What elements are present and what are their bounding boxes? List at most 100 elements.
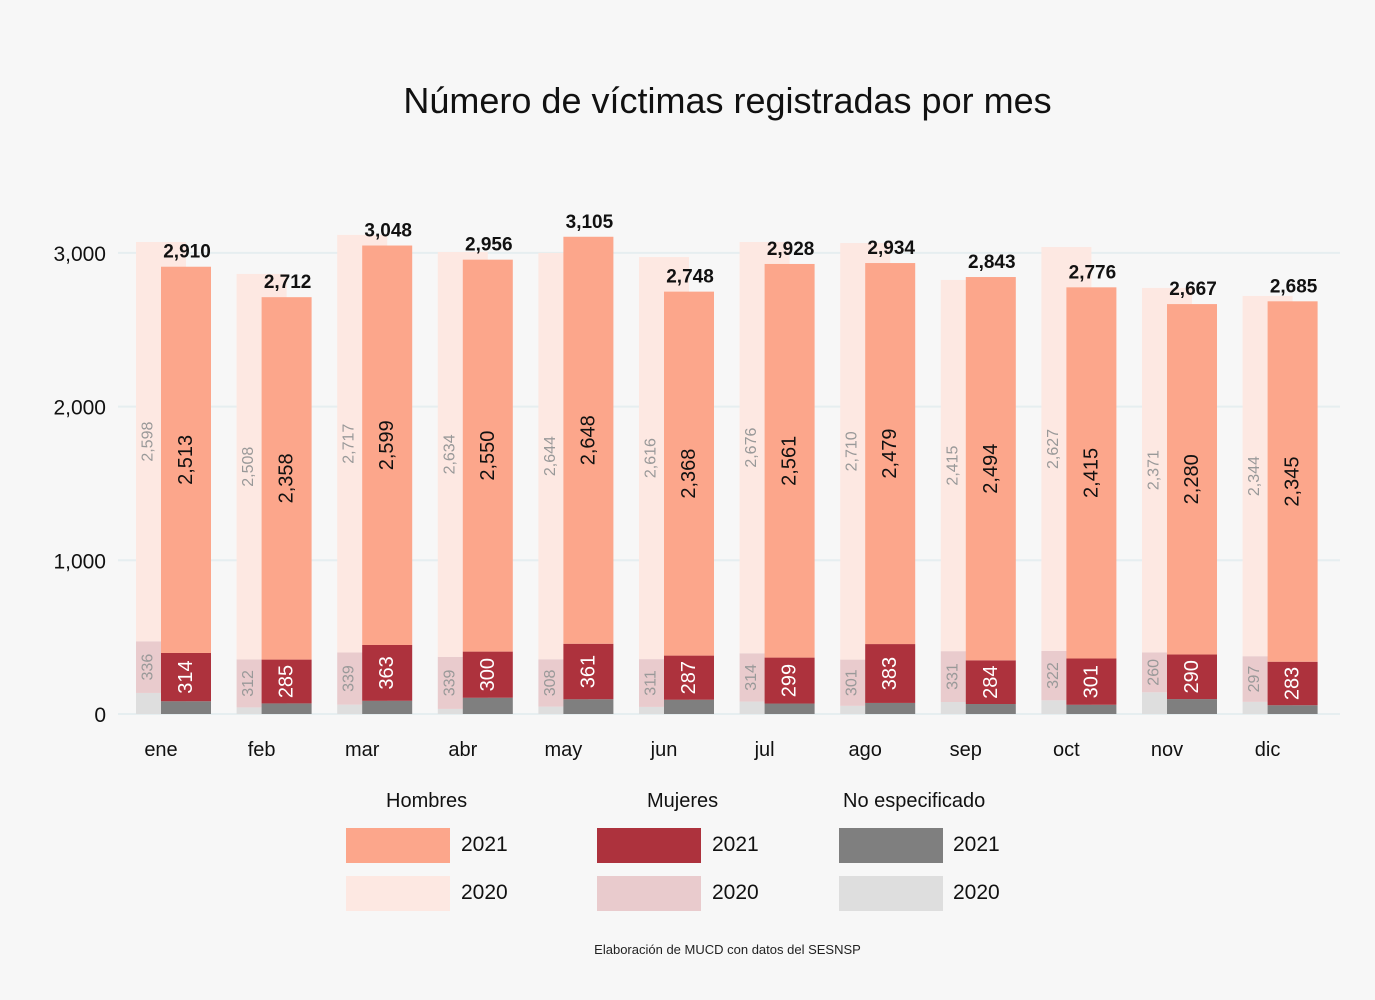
legend-swatch-mujeres-2020 — [597, 876, 701, 911]
y-tick-label: 0 — [94, 704, 106, 727]
data-label-2021: 300 — [477, 658, 499, 691]
bar-hombres-2021 — [1167, 304, 1217, 655]
data-label-2020: 2,371 — [1146, 450, 1163, 490]
data-label-2021: 361 — [577, 655, 599, 688]
bar-no-especificado-2021 — [1167, 699, 1217, 714]
x-tick-label: sep — [950, 739, 982, 761]
data-label-2021: 2,345 — [1282, 456, 1304, 506]
x-tick-label: jul — [754, 739, 775, 761]
total-label: 2,748 — [666, 267, 714, 288]
data-label-2020: 2,344 — [1246, 456, 1263, 496]
legend-swatch-hombres-2020 — [346, 876, 450, 911]
bar-no-especificado-2021 — [362, 700, 413, 714]
data-label-2021: 2,358 — [276, 453, 298, 503]
bar-no-especificado-2021 — [161, 701, 211, 714]
x-tick-label: feb — [248, 739, 276, 761]
data-label-2021: 2,280 — [1181, 454, 1203, 504]
bar-no-especificado-2021 — [1066, 704, 1117, 714]
data-label-2020: 260 — [1146, 659, 1163, 686]
data-label-2021: 287 — [678, 661, 700, 694]
data-label-2020: 2,508 — [240, 447, 257, 487]
legend-title-hombres: Hombres — [386, 790, 468, 812]
data-label-2021: 2,550 — [477, 431, 499, 481]
total-label: 2,667 — [1169, 279, 1217, 300]
bar-no-especificado-2021 — [261, 703, 312, 714]
bar-hombres-2021 — [563, 236, 614, 644]
bar-hombres-2021 — [261, 297, 312, 660]
data-label-2021: 2,599 — [376, 420, 398, 470]
data-label-2020: 322 — [1045, 662, 1062, 689]
y-tick-label: 1,000 — [53, 550, 106, 573]
data-label-2021: 283 — [1282, 667, 1304, 700]
bar-hombres-2021 — [664, 291, 714, 656]
data-label-2021: 2,648 — [577, 415, 599, 465]
data-label-2020: 339 — [341, 665, 358, 692]
bar-mujeres-2021 — [362, 644, 413, 701]
bar-mujeres-2021 — [462, 651, 513, 698]
bar-mujeres-2021 — [965, 660, 1016, 705]
bar-no-especificado-2021 — [764, 703, 815, 714]
data-label-2020: 2,627 — [1045, 429, 1062, 469]
bar-hombres-2021 — [865, 263, 916, 645]
data-label-2020: 297 — [1246, 666, 1263, 693]
data-label-2020: 2,710 — [844, 431, 861, 471]
x-tick-label: ago — [849, 739, 882, 761]
legend-swatch-no-especificado-2020 — [839, 876, 943, 911]
legend-label-mujeres-2020: 2020 — [712, 881, 759, 904]
data-label-2021: 363 — [376, 656, 398, 689]
data-label-2021: 2,368 — [678, 449, 700, 499]
data-label-2020: 339 — [441, 669, 458, 696]
x-tick-label: abr — [448, 739, 477, 761]
legend-label-no-especificado-2021: 2021 — [953, 833, 1000, 856]
legend-label-hombres-2020: 2020 — [461, 881, 508, 904]
data-label-2020: 314 — [743, 664, 760, 691]
data-label-2020: 336 — [140, 654, 157, 681]
bar-hombres-2021 — [1066, 287, 1117, 659]
bar-mujeres-2021 — [1066, 658, 1117, 705]
bar-no-especificado-2021 — [462, 697, 513, 714]
bar-hombres-2021 — [462, 259, 513, 652]
x-tick-label: may — [545, 739, 583, 761]
bar-mujeres-2021 — [865, 644, 916, 703]
total-label: 2,928 — [767, 239, 815, 260]
total-label: 2,934 — [867, 238, 915, 259]
bar-hombres-2021 — [161, 266, 211, 653]
data-label-2020: 2,415 — [944, 445, 961, 485]
x-tick-label: jun — [650, 739, 678, 761]
total-label: 2,776 — [1069, 262, 1117, 283]
bar-mujeres-2021 — [563, 643, 614, 700]
data-label-2020: 2,634 — [441, 434, 458, 474]
y-tick-label: 3,000 — [53, 243, 106, 266]
bar-no-especificado-2021 — [865, 702, 916, 714]
plot-area: 0 1,000 2,000 3,000 336 2,598 314 2,513 2,910 ene… — [53, 212, 1340, 761]
bar-hombres-2021 — [1267, 301, 1318, 662]
data-label-2021: 2,561 — [779, 436, 801, 486]
bar-hombres-2021 — [764, 263, 815, 658]
total-label: 2,843 — [968, 252, 1016, 273]
data-label-2020: 331 — [944, 663, 961, 690]
bar-hombres-2021 — [965, 277, 1016, 661]
legend-label-hombres-2021: 2021 — [461, 833, 508, 856]
data-label-2021: 2,479 — [879, 429, 901, 479]
data-label-2020: 311 — [643, 670, 660, 696]
data-label-2021: 290 — [1181, 660, 1203, 693]
data-label-2021: 2,494 — [980, 444, 1002, 494]
data-label-2020: 301 — [844, 669, 861, 696]
data-label-2021: 383 — [879, 657, 901, 690]
x-tick-label: dic — [1255, 739, 1281, 761]
data-label-2020: 2,717 — [341, 424, 358, 464]
chart-title: Número de víctimas registradas por mes — [403, 80, 1052, 121]
data-label-2020: 2,644 — [542, 436, 559, 476]
total-label: 2,956 — [465, 235, 513, 256]
bar-mujeres-2021 — [261, 659, 312, 704]
caption: Elaboración de MUCD con datos del SESNSP — [594, 942, 861, 957]
data-label-2021: 2,513 — [175, 435, 197, 485]
legend-label-no-especificado-2020: 2020 — [953, 881, 1000, 904]
data-label-2021: 285 — [276, 665, 298, 698]
bar-mujeres-2021 — [161, 652, 211, 702]
total-label: 2,910 — [163, 242, 211, 263]
data-label-2020: 308 — [542, 670, 559, 697]
x-tick-label: ene — [144, 739, 177, 761]
legend-swatch-mujeres-2021 — [597, 828, 701, 863]
x-tick-label: nov — [1151, 739, 1183, 761]
